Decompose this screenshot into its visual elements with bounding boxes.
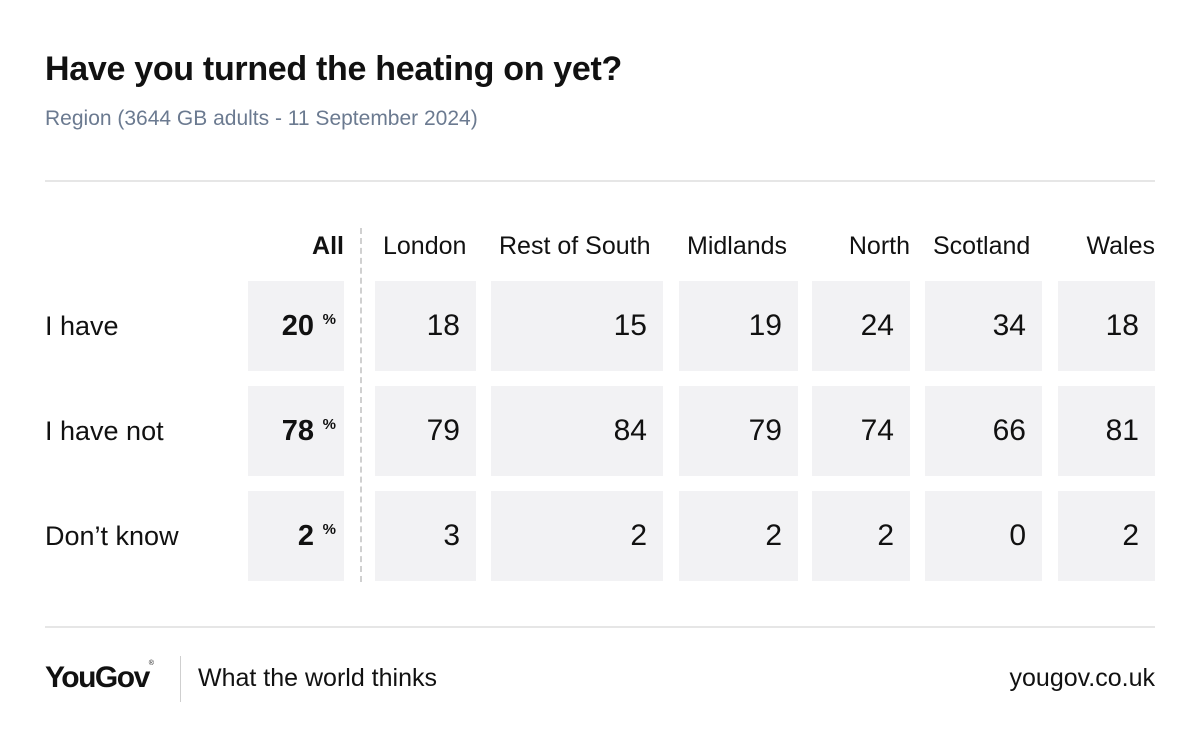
cell-value: 79 xyxy=(748,414,782,447)
row-label: Don’t know xyxy=(45,521,179,551)
table-cell: 66 xyxy=(925,386,1042,476)
table-cell: 0 xyxy=(925,491,1042,581)
cell-value: 2 xyxy=(765,519,782,552)
row-label: I have not xyxy=(45,416,164,446)
cell-value: 66 xyxy=(992,414,1026,447)
cell-value: 2 xyxy=(630,519,647,552)
table-cell: 79 xyxy=(375,386,476,476)
table-cell: 2 xyxy=(812,491,910,581)
table-cell: 15 xyxy=(491,281,663,371)
all-value-cell: 2% xyxy=(248,491,344,581)
cell-value: 2 xyxy=(1122,519,1139,552)
percent-unit: % xyxy=(322,416,336,433)
table-cell: 79 xyxy=(679,386,798,476)
site-url: yougov.co.uk xyxy=(1009,664,1155,692)
table-cell: 81 xyxy=(1058,386,1155,476)
cell-value: 81 xyxy=(1105,414,1139,447)
tagline: What the world thinks xyxy=(198,664,437,692)
column-header-london: London xyxy=(383,232,467,260)
cell-value: 15 xyxy=(613,309,647,342)
percent-unit: % xyxy=(322,311,336,328)
cell-value: 0 xyxy=(1009,519,1026,552)
cell-value: 78 xyxy=(281,415,314,447)
table-cell: 18 xyxy=(1058,281,1155,371)
cell-value: 19 xyxy=(748,309,782,342)
all-value-cell: 78% xyxy=(248,386,344,476)
all-column-divider xyxy=(360,228,362,582)
cell-value: 2 xyxy=(877,519,894,552)
cell-value: 34 xyxy=(992,309,1026,342)
cell-value: 74 xyxy=(860,414,894,447)
table-cell: 2 xyxy=(679,491,798,581)
table-cell: 3 xyxy=(375,491,476,581)
chart-subtitle: Region (3644 GB adults - 11 September 20… xyxy=(45,107,478,130)
column-header-midlands: Midlands xyxy=(687,232,788,260)
cell-value: 3 xyxy=(443,519,460,552)
row-label: I have xyxy=(45,311,119,341)
column-header-wales: Wales xyxy=(1086,232,1155,260)
table-cell: 34 xyxy=(925,281,1042,371)
column-header-all: All xyxy=(312,232,344,260)
table-cell: 2 xyxy=(1058,491,1155,581)
column-header-rest-of-south: Rest of South xyxy=(499,232,651,260)
yougov-logo: YouGov® xyxy=(45,660,154,694)
table-cell: 84 xyxy=(491,386,663,476)
chart-title: Have you turned the heating on yet? xyxy=(45,50,623,88)
all-value-cell: 20% xyxy=(248,281,344,371)
cell-value: 18 xyxy=(426,309,460,342)
column-header-north: North xyxy=(848,232,910,260)
cell-value: 84 xyxy=(613,414,647,447)
table-cell: 18 xyxy=(375,281,476,371)
table-cell: 74 xyxy=(812,386,910,476)
top-divider xyxy=(45,180,1155,182)
cell-value: 79 xyxy=(426,414,460,447)
cell-value: 20 xyxy=(281,310,314,342)
table-cell: 24 xyxy=(812,281,910,371)
cell-value: 24 xyxy=(860,309,894,342)
column-header-scotland: Scotland xyxy=(933,232,1031,260)
bottom-divider xyxy=(45,626,1155,628)
table-cell: 2 xyxy=(491,491,663,581)
cell-value: 18 xyxy=(1105,309,1139,342)
table-cell: 19 xyxy=(679,281,798,371)
logo-separator xyxy=(180,656,181,702)
cell-value: 2 xyxy=(297,520,314,552)
percent-unit: % xyxy=(322,521,336,538)
